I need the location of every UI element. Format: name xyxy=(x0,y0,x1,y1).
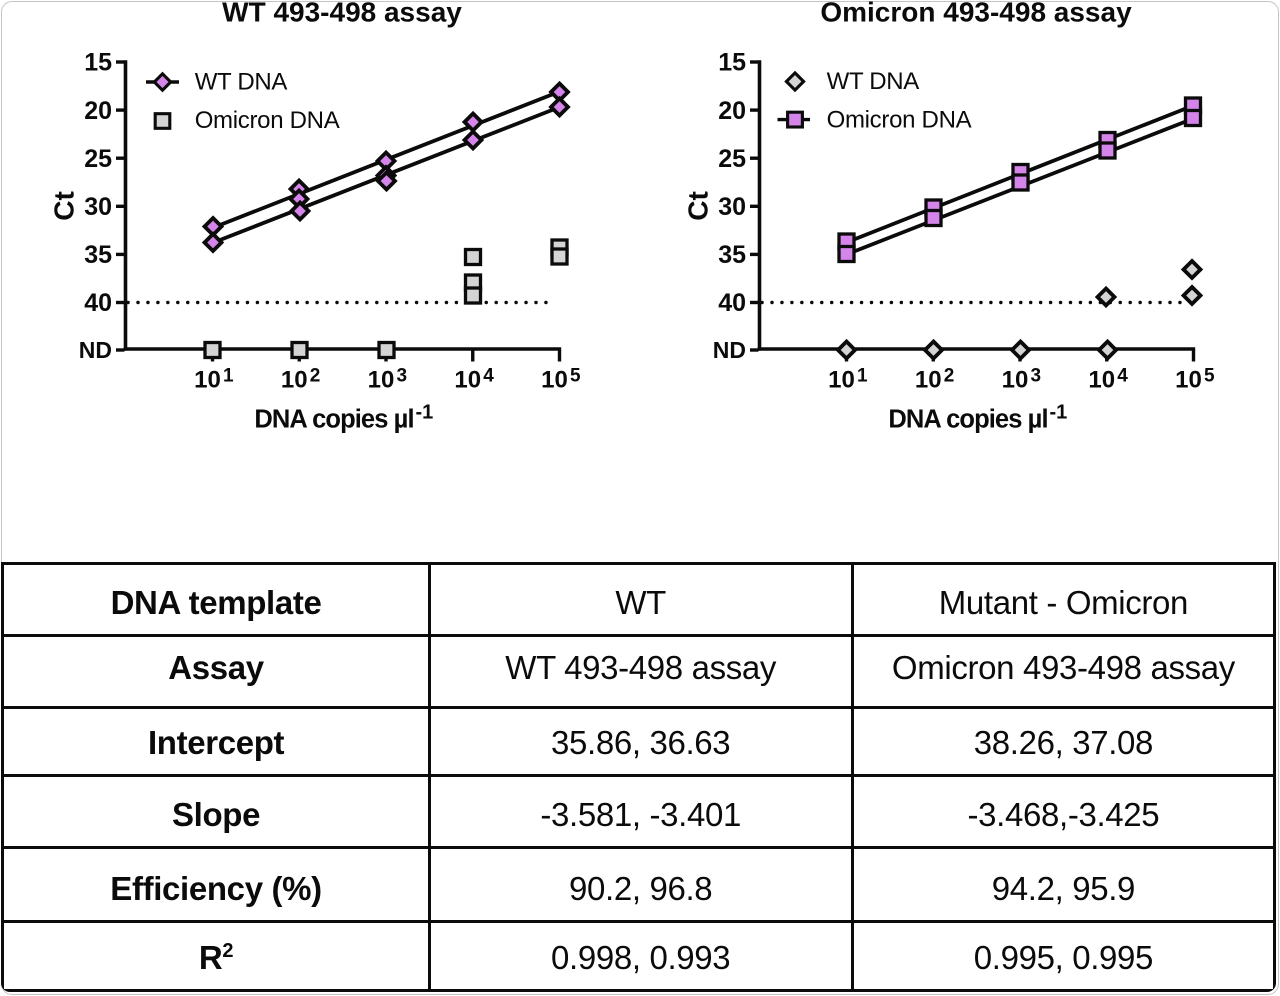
svg-text:1: 1 xyxy=(223,366,234,387)
svg-text:ND: ND xyxy=(79,337,112,363)
svg-text:15: 15 xyxy=(84,49,112,77)
svg-text:5: 5 xyxy=(1204,366,1215,387)
svg-text:10: 10 xyxy=(454,367,481,394)
svg-text:WT DNA: WT DNA xyxy=(195,68,288,95)
svg-text:Omicron DNA: Omicron DNA xyxy=(827,107,972,134)
svg-text:1: 1 xyxy=(857,366,868,387)
svg-text:10: 10 xyxy=(541,367,568,394)
svg-text:DNA copies µl: DNA copies µl xyxy=(888,405,1047,433)
svg-text:10: 10 xyxy=(915,367,942,394)
svg-text:5: 5 xyxy=(570,366,581,387)
svg-text:-1: -1 xyxy=(1050,401,1068,423)
svg-text:25: 25 xyxy=(718,145,746,173)
svg-text:10: 10 xyxy=(194,367,221,394)
svg-text:30: 30 xyxy=(718,193,746,221)
svg-text:2: 2 xyxy=(310,366,321,387)
svg-text:20: 20 xyxy=(84,97,112,125)
svg-text:15: 15 xyxy=(718,49,746,77)
svg-text:30: 30 xyxy=(84,193,112,221)
svg-text:ND: ND xyxy=(713,337,746,363)
svg-text:WT DNA: WT DNA xyxy=(827,68,920,95)
svg-text:40: 40 xyxy=(84,289,112,317)
svg-text:10: 10 xyxy=(281,367,308,394)
svg-text:2: 2 xyxy=(944,366,955,387)
svg-text:10: 10 xyxy=(1002,367,1029,394)
svg-text:35: 35 xyxy=(84,241,112,269)
svg-text:25: 25 xyxy=(84,145,112,173)
svg-text:Omicron 493-498 assay: Omicron 493-498 assay xyxy=(820,0,1132,27)
svg-text:3: 3 xyxy=(1031,366,1042,387)
svg-text:4: 4 xyxy=(483,366,494,387)
svg-text:40: 40 xyxy=(718,289,746,317)
svg-text:Omicron DNA: Omicron DNA xyxy=(195,107,340,134)
svg-text:-1: -1 xyxy=(416,401,434,423)
svg-text:10: 10 xyxy=(368,367,395,394)
svg-text:10: 10 xyxy=(1088,367,1115,394)
svg-text:10: 10 xyxy=(1175,367,1202,394)
svg-text:3: 3 xyxy=(397,366,408,387)
svg-text:4: 4 xyxy=(1117,366,1128,387)
svg-text:Ct: Ct xyxy=(683,191,714,221)
svg-text:WT 493-498 assay: WT 493-498 assay xyxy=(222,0,462,27)
svg-text:20: 20 xyxy=(718,97,746,125)
svg-text:Ct: Ct xyxy=(49,191,80,221)
svg-text:DNA copies µl: DNA copies µl xyxy=(254,405,413,433)
svg-text:35: 35 xyxy=(718,241,746,269)
svg-text:10: 10 xyxy=(828,367,855,394)
